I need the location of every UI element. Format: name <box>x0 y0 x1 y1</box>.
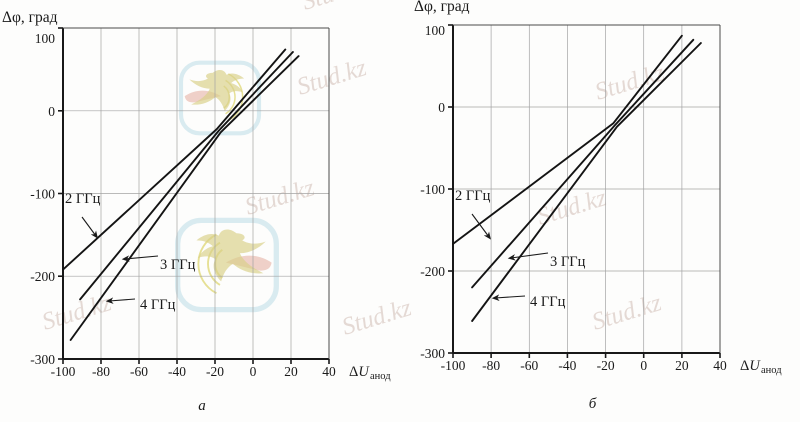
svg-text:-80: -80 <box>482 358 500 373</box>
svg-text:-100: -100 <box>30 187 55 202</box>
svg-text:100: 100 <box>425 23 446 38</box>
svg-text:0: 0 <box>48 104 55 119</box>
svg-text:40: 40 <box>713 358 727 373</box>
svg-text:2 ГГц: 2 ГГц <box>65 191 101 207</box>
svg-text:б: б <box>589 396 597 412</box>
svg-text:Δφ, град: Δφ, град <box>2 9 58 26</box>
svg-text:-300: -300 <box>420 346 445 361</box>
svg-text:0: 0 <box>640 358 647 373</box>
svg-text:2 ГГц: 2 ГГц <box>455 188 491 204</box>
svg-text:-200: -200 <box>420 264 445 279</box>
svg-text:20: 20 <box>675 358 689 373</box>
svg-text:-300: -300 <box>30 352 55 367</box>
svg-text:Δφ, град: Δφ, град <box>414 0 470 15</box>
svg-text:20: 20 <box>284 364 298 379</box>
svg-text:анод: анод <box>370 371 391 382</box>
svg-text:-40: -40 <box>558 358 576 373</box>
svg-text:-60: -60 <box>130 364 148 379</box>
svg-text:-80: -80 <box>92 364 110 379</box>
svg-text:0: 0 <box>250 364 257 379</box>
svg-text:-20: -20 <box>597 358 615 373</box>
svg-text:40: 40 <box>322 364 336 379</box>
svg-text:4 ГГц: 4 ГГц <box>140 297 176 313</box>
svg-text:0: 0 <box>438 100 445 115</box>
svg-text:-20: -20 <box>206 364 224 379</box>
svg-text:-60: -60 <box>520 358 538 373</box>
svg-text:ΔU: ΔU <box>349 364 370 380</box>
svg-text:a: a <box>198 398 206 414</box>
svg-text:100: 100 <box>35 31 56 46</box>
svg-text:анод: анод <box>761 365 782 376</box>
svg-text:3 ГГц: 3 ГГц <box>550 254 586 270</box>
svg-text:4 ГГц: 4 ГГц <box>530 294 566 310</box>
svg-text:-200: -200 <box>30 269 55 284</box>
svg-text:-40: -40 <box>168 364 186 379</box>
svg-text:3 ГГц: 3 ГГц <box>160 257 196 273</box>
svg-text:-100: -100 <box>420 182 445 197</box>
svg-text:ΔU: ΔU <box>740 358 761 374</box>
